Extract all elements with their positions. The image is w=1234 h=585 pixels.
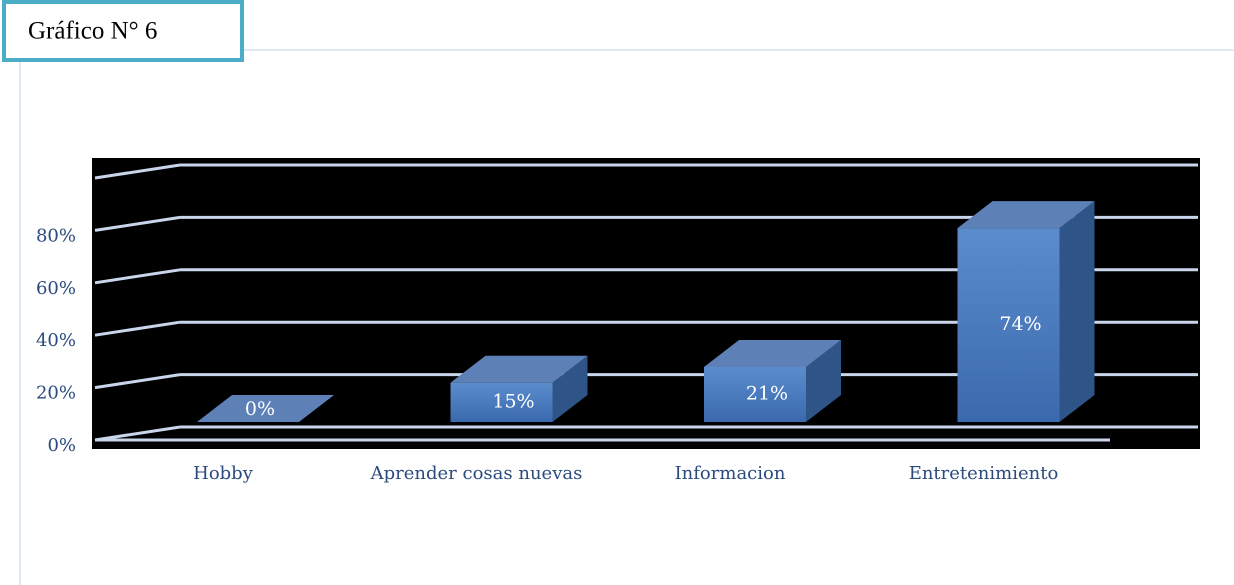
y-tick-label: 80% [36, 225, 76, 246]
bar-front [957, 228, 1060, 422]
bar-side [1059, 201, 1095, 422]
bar-side [552, 355, 588, 422]
bar-side [806, 339, 841, 422]
value-label: 21% [746, 382, 788, 404]
y-tick-label: 60% [36, 278, 76, 299]
x-tick-label: Hobby [193, 463, 254, 484]
value-label: 74% [999, 313, 1041, 335]
title-box [2, 0, 244, 62]
x-tick-label: Informacion [675, 463, 786, 484]
bar-front [704, 366, 806, 422]
bar-top [957, 201, 1095, 229]
grid-line [94, 320, 181, 337]
value-label: 0% [245, 398, 275, 420]
bar-top [197, 395, 334, 422]
grid-line [94, 425, 181, 442]
bar-top [450, 355, 588, 383]
grid-line [94, 215, 181, 232]
x-tick-label: Entretenimiento [909, 463, 1059, 484]
bar-front [450, 382, 553, 422]
y-tick-label: 20% [36, 383, 76, 404]
y-tick-label: 40% [36, 330, 76, 351]
grid-line [94, 268, 181, 285]
bar-top [704, 339, 841, 367]
grid-line [94, 373, 181, 390]
y-tick-label: 0% [47, 435, 76, 456]
value-label: 15% [492, 390, 534, 412]
x-tick-label: Aprender cosas nuevas [370, 463, 583, 484]
grid-line [94, 163, 181, 180]
chart-title: Gráfico N° 6 [28, 18, 157, 45]
